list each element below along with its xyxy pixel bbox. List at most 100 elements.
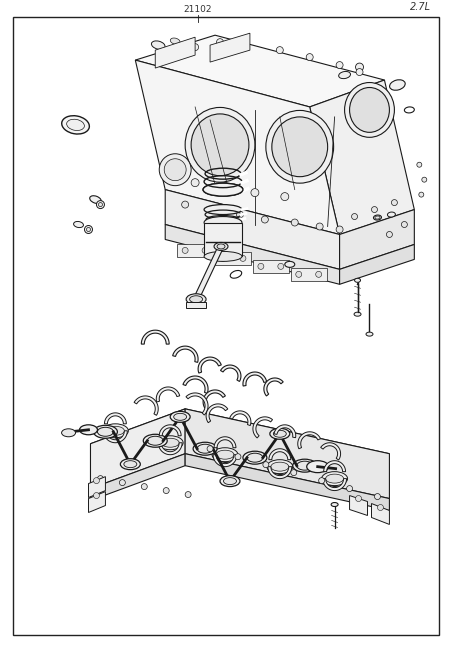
Polygon shape xyxy=(156,387,179,402)
Polygon shape xyxy=(339,244,414,284)
Text: 2.7L: 2.7L xyxy=(410,2,430,12)
Circle shape xyxy=(98,202,102,206)
Circle shape xyxy=(386,232,391,238)
Polygon shape xyxy=(158,443,182,454)
Ellipse shape xyxy=(62,116,89,134)
Ellipse shape xyxy=(93,425,117,438)
Polygon shape xyxy=(206,404,227,422)
Ellipse shape xyxy=(306,460,328,473)
Ellipse shape xyxy=(97,427,113,436)
Ellipse shape xyxy=(325,474,343,483)
Ellipse shape xyxy=(216,450,234,459)
Ellipse shape xyxy=(331,503,337,507)
Ellipse shape xyxy=(373,215,381,220)
Ellipse shape xyxy=(61,429,75,437)
Circle shape xyxy=(276,46,283,54)
Ellipse shape xyxy=(387,212,395,217)
Ellipse shape xyxy=(374,216,379,219)
Circle shape xyxy=(290,470,296,475)
Polygon shape xyxy=(198,357,221,373)
Polygon shape xyxy=(90,409,185,488)
Text: 21102: 21102 xyxy=(184,5,212,14)
Ellipse shape xyxy=(66,119,84,131)
Ellipse shape xyxy=(120,458,140,470)
Circle shape xyxy=(377,505,382,511)
Circle shape xyxy=(318,477,324,484)
Ellipse shape xyxy=(284,261,294,267)
Circle shape xyxy=(371,206,377,213)
Polygon shape xyxy=(323,460,345,471)
Ellipse shape xyxy=(186,294,206,305)
Ellipse shape xyxy=(349,88,389,133)
Polygon shape xyxy=(135,35,384,107)
Polygon shape xyxy=(90,409,389,488)
Ellipse shape xyxy=(203,204,241,215)
Ellipse shape xyxy=(74,221,83,228)
Circle shape xyxy=(261,216,268,223)
Circle shape xyxy=(97,475,103,482)
Polygon shape xyxy=(253,261,288,274)
Polygon shape xyxy=(103,431,127,443)
Ellipse shape xyxy=(271,117,327,177)
Ellipse shape xyxy=(185,108,254,182)
Circle shape xyxy=(216,39,223,46)
Polygon shape xyxy=(268,449,290,460)
Circle shape xyxy=(336,61,342,69)
Polygon shape xyxy=(322,479,346,490)
Circle shape xyxy=(421,177,426,182)
Polygon shape xyxy=(165,225,339,284)
Ellipse shape xyxy=(354,278,360,282)
Polygon shape xyxy=(290,268,326,281)
Polygon shape xyxy=(210,33,249,62)
Polygon shape xyxy=(177,244,212,257)
Ellipse shape xyxy=(79,425,97,435)
Ellipse shape xyxy=(321,471,347,486)
Polygon shape xyxy=(212,454,236,467)
Circle shape xyxy=(277,263,283,269)
Ellipse shape xyxy=(246,453,262,462)
Ellipse shape xyxy=(147,436,163,445)
Ellipse shape xyxy=(203,217,241,229)
Circle shape xyxy=(202,247,207,253)
Ellipse shape xyxy=(89,196,101,204)
Ellipse shape xyxy=(242,451,266,464)
Circle shape xyxy=(221,183,229,191)
Polygon shape xyxy=(215,253,250,265)
Polygon shape xyxy=(135,60,339,234)
Circle shape xyxy=(400,221,406,227)
Polygon shape xyxy=(202,390,225,408)
Ellipse shape xyxy=(161,438,179,447)
Ellipse shape xyxy=(151,41,165,50)
Polygon shape xyxy=(297,432,320,449)
Circle shape xyxy=(220,255,226,261)
Circle shape xyxy=(391,200,396,206)
Polygon shape xyxy=(165,189,339,269)
Polygon shape xyxy=(90,454,185,501)
Circle shape xyxy=(181,201,188,208)
Polygon shape xyxy=(267,467,291,479)
Circle shape xyxy=(290,219,298,226)
Circle shape xyxy=(418,192,423,197)
Polygon shape xyxy=(193,246,224,299)
Polygon shape xyxy=(141,330,169,344)
Polygon shape xyxy=(88,477,105,498)
Ellipse shape xyxy=(223,477,236,485)
Circle shape xyxy=(239,255,245,261)
Polygon shape xyxy=(309,80,414,234)
Polygon shape xyxy=(104,413,126,424)
Polygon shape xyxy=(229,411,250,426)
Circle shape xyxy=(236,211,243,218)
Polygon shape xyxy=(214,437,235,448)
Polygon shape xyxy=(203,223,241,257)
Circle shape xyxy=(207,446,212,452)
Circle shape xyxy=(84,225,92,234)
Ellipse shape xyxy=(269,428,289,439)
Circle shape xyxy=(235,454,240,460)
Ellipse shape xyxy=(173,413,186,421)
Ellipse shape xyxy=(389,80,404,90)
Ellipse shape xyxy=(202,183,242,196)
Circle shape xyxy=(280,193,288,200)
Circle shape xyxy=(416,162,421,167)
Ellipse shape xyxy=(191,114,249,176)
Ellipse shape xyxy=(266,460,292,473)
